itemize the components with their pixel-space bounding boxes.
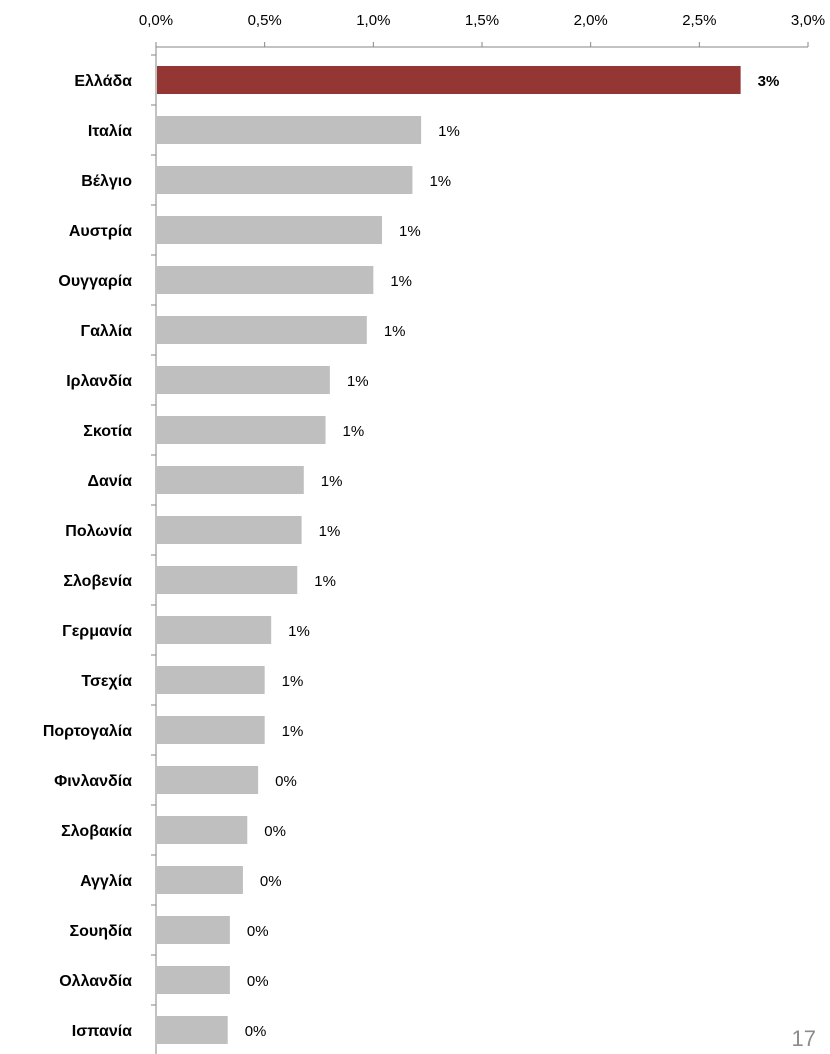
- data-label: 0%: [275, 773, 297, 790]
- bar: [157, 1016, 228, 1044]
- bar: [157, 566, 298, 594]
- bar: [157, 716, 265, 744]
- labels: 0,0% 0,5% 1,0% 1,5% 2,0% 2,5% 3,0% Ελλάδα 3% Ιταλ…: [43, 12, 825, 1040]
- axes: [151, 42, 809, 1054]
- bar: [157, 366, 330, 394]
- bar: [157, 66, 741, 94]
- category-label: Ιρλανδία: [66, 373, 132, 390]
- data-label: 1%: [319, 523, 341, 540]
- category-label: Δανία: [87, 473, 132, 490]
- bar: [157, 166, 413, 194]
- x-tick-label: 2,0%: [574, 12, 608, 29]
- data-label: 1%: [288, 623, 310, 640]
- category-label: Ολλανδία: [59, 973, 132, 990]
- x-tick-label: 1,5%: [465, 12, 499, 29]
- data-label: 1%: [390, 273, 412, 290]
- bar: [157, 866, 243, 894]
- category-label: Βέλγιο: [81, 173, 132, 190]
- data-label: 1%: [384, 323, 406, 340]
- category-label: Σλοβενία: [63, 573, 132, 590]
- bar: [157, 266, 374, 294]
- bar: [157, 216, 383, 244]
- data-label: 0%: [260, 873, 282, 890]
- x-tick-label: 3,0%: [791, 12, 825, 29]
- page-number: 17: [791, 1026, 816, 1051]
- bar: [157, 816, 248, 844]
- x-tick-label: 0,0%: [139, 12, 173, 29]
- data-label: 1%: [429, 173, 451, 190]
- data-label: 1%: [343, 423, 365, 440]
- category-label: Αγγλία: [80, 873, 132, 890]
- bar: [157, 966, 230, 994]
- data-label: 3%: [758, 73, 780, 90]
- category-label: Σλοβακία: [61, 823, 132, 840]
- bar: [157, 516, 302, 544]
- x-tick-label: 2,5%: [682, 12, 716, 29]
- data-label: 1%: [399, 223, 421, 240]
- category-label: Ιταλία: [88, 123, 132, 140]
- category-label: Ουγγαρία: [58, 273, 132, 290]
- bar: [157, 766, 259, 794]
- category-label: Φινλανδία: [54, 773, 132, 790]
- category-label: Πορτογαλία: [43, 723, 132, 740]
- bar: [157, 416, 326, 444]
- category-label: Γαλλία: [80, 323, 132, 340]
- category-label: Ισπανία: [72, 1023, 132, 1040]
- bars: [157, 66, 741, 1044]
- data-label: 1%: [282, 673, 304, 690]
- category-label: Γερμανία: [62, 623, 132, 640]
- x-tick-label: 1,0%: [356, 12, 390, 29]
- data-label: 1%: [314, 573, 336, 590]
- bar: [157, 116, 422, 144]
- category-label: Πολωνία: [65, 523, 132, 540]
- data-label: 0%: [245, 1023, 267, 1040]
- data-label: 1%: [321, 473, 343, 490]
- category-label: Ελλάδα: [74, 73, 132, 90]
- data-label: 1%: [282, 723, 304, 740]
- data-label: 0%: [247, 923, 269, 940]
- category-label: Σουηδία: [70, 923, 133, 940]
- data-label: 0%: [247, 973, 269, 990]
- bar: [157, 316, 367, 344]
- category-label: Τσεχία: [81, 673, 132, 690]
- category-label: Αυστρία: [69, 223, 132, 240]
- bar: [157, 666, 265, 694]
- data-label: 1%: [438, 123, 460, 140]
- data-label: 1%: [347, 373, 369, 390]
- x-tick-label: 0,5%: [248, 12, 282, 29]
- bar: [157, 616, 272, 644]
- bar: [157, 916, 230, 944]
- category-label: Σκοτία: [83, 423, 132, 440]
- data-label: 0%: [264, 823, 286, 840]
- bar: [157, 466, 304, 494]
